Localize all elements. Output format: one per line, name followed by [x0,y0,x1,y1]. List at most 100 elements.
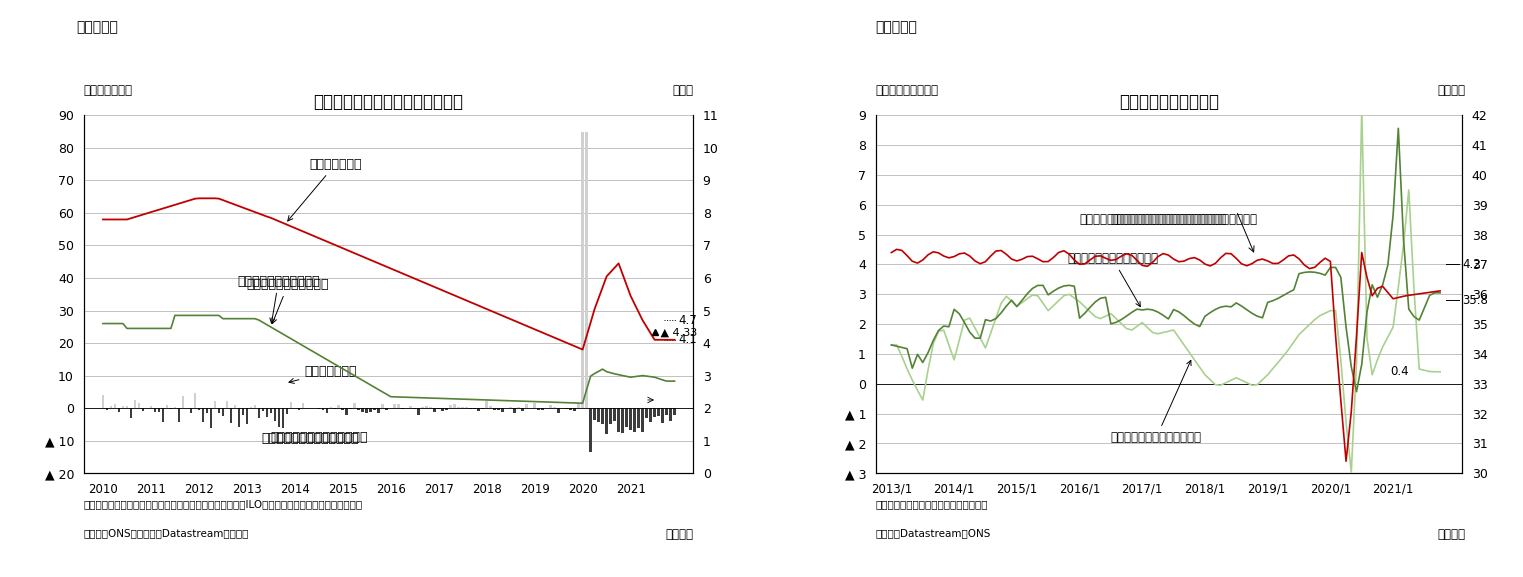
Bar [125,406,128,408]
Bar [250,407,253,408]
Bar [238,408,241,426]
Bar [341,408,344,410]
Bar [218,408,221,413]
Bar [105,408,108,410]
Bar [429,407,433,408]
Bar [253,404,256,408]
Bar [442,408,445,411]
Bar [425,406,428,408]
Text: （月次）: （月次） [1438,528,1465,541]
Bar [361,408,364,411]
Bar [225,401,228,408]
Bar [489,406,492,408]
Bar [230,408,231,423]
Bar [594,408,595,420]
Bar [373,408,376,410]
Bar [334,408,337,409]
Bar [285,408,288,414]
Title: 賃金・労働時間の推移: 賃金・労働時間の推移 [1119,93,1218,111]
Text: （前年同期比、％）: （前年同期比、％） [876,84,938,97]
Bar [629,408,632,430]
Text: 失業保険申請件数（前月差）: 失業保険申請件数（前月差） [271,431,369,444]
Bar [669,408,672,421]
Bar [486,402,487,408]
Text: 0.4: 0.4 [1390,365,1409,379]
Bar [474,408,477,409]
Text: （注）季節調整値、割合＝申請者／（雇用者＋申請者）。ILO基準失業率は後方３か月移動平均。: （注）季節調整値、割合＝申請者／（雇用者＋申請者）。ILO基準失業率は後方３か月… [84,499,362,509]
Text: 失業率（右軸）: 失業率（右軸） [288,158,362,221]
Bar [198,408,200,410]
Bar [634,408,637,432]
Bar [673,408,676,415]
Title: 英国の失業保険申請件数、失業率: 英国の失業保険申請件数、失業率 [314,93,463,111]
Bar [626,408,627,427]
Bar [221,408,224,416]
Bar [161,408,164,422]
Bar [481,408,484,409]
Bar [410,406,413,408]
Bar [661,408,664,424]
Bar [469,408,472,409]
Text: （図表２）: （図表２） [876,20,917,34]
Bar [157,408,160,412]
Bar [366,408,369,413]
Bar [102,395,104,408]
Bar [142,408,145,411]
Bar [477,408,480,411]
Bar [653,408,656,417]
Bar [573,408,576,411]
Bar [193,393,196,408]
Bar [110,406,113,408]
Bar [577,403,580,408]
Bar [242,408,244,415]
Bar [609,408,612,424]
Bar [166,405,168,408]
Text: （月次）: （月次） [666,528,693,541]
Text: 35.8: 35.8 [1462,294,1488,307]
Bar [553,407,556,408]
Bar [513,408,516,414]
Bar [289,402,292,408]
Bar [525,404,528,408]
Text: 4.2: 4.2 [1462,258,1480,271]
Text: ▲ 4.33: ▲ 4.33 [656,327,698,338]
Bar [189,408,192,413]
Bar [297,408,300,410]
Bar [417,408,420,414]
Bar [265,408,268,417]
Bar [398,404,401,408]
Bar [614,408,615,421]
Bar [498,408,500,410]
Bar [302,403,305,408]
Bar [589,408,592,452]
Text: （図表１）: （図表１） [76,20,117,34]
Bar [233,406,236,408]
Bar [169,408,172,409]
Bar [381,404,384,408]
Bar [621,408,624,433]
Bar [245,408,248,424]
Bar [129,408,133,418]
Bar [641,408,644,432]
Bar [646,408,647,418]
Bar [393,404,396,408]
Bar [501,408,504,411]
Bar [257,408,260,418]
Bar [353,403,356,408]
Bar [270,408,273,413]
Text: 週当たり賃金（名目）伸び率: 週当たり賃金（名目）伸び率 [1068,252,1157,306]
Bar [385,408,388,410]
Text: 4.7: 4.7 [679,314,698,327]
Bar [282,408,285,428]
Bar [605,408,608,434]
Bar [597,408,600,422]
Bar [533,403,536,408]
Text: （時間）: （時間） [1438,84,1465,97]
Bar [434,408,436,412]
Bar [541,408,544,410]
Bar [178,408,180,422]
Bar [509,407,512,408]
Bar [349,408,352,409]
Bar [262,408,263,411]
Bar [117,408,120,411]
